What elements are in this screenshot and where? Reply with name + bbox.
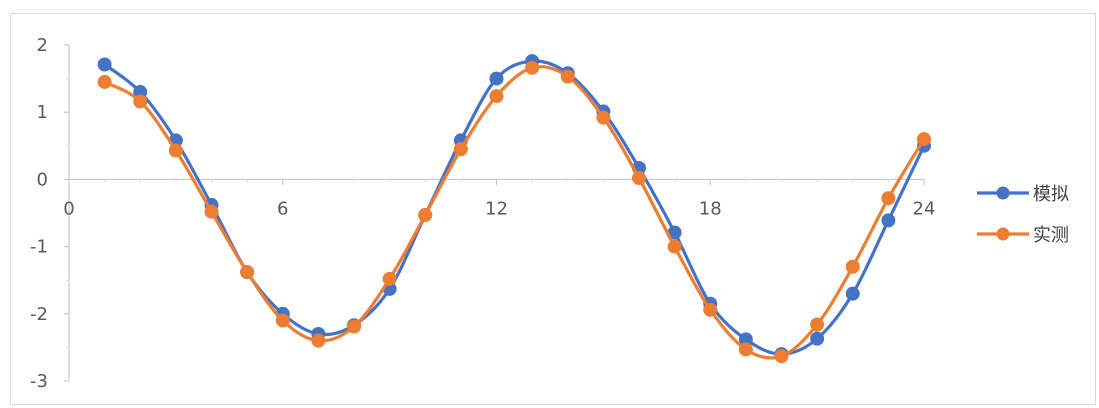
data-point bbox=[845, 286, 860, 301]
series-line bbox=[103, 59, 926, 356]
data-point bbox=[240, 265, 255, 280]
legend-label: 模拟 bbox=[1033, 184, 1069, 205]
data-point bbox=[168, 143, 183, 158]
x-tick-label: 18 bbox=[699, 198, 722, 219]
series-2 bbox=[97, 60, 931, 364]
chart-area bbox=[10, 13, 1096, 405]
data-point bbox=[881, 213, 896, 228]
series-1 bbox=[97, 54, 931, 362]
x-tick-label: 12 bbox=[485, 198, 508, 219]
data-point bbox=[810, 317, 825, 332]
data-point bbox=[275, 313, 290, 328]
data-point bbox=[347, 319, 361, 334]
data-point bbox=[703, 302, 718, 317]
series-layer bbox=[97, 54, 931, 364]
data-point bbox=[881, 191, 896, 206]
legend-marker bbox=[996, 227, 1010, 241]
data-point bbox=[525, 60, 540, 75]
data-point bbox=[418, 208, 433, 223]
y-tick-label: -3 bbox=[30, 371, 48, 392]
legend-label: 实测 bbox=[1033, 225, 1069, 246]
data-point bbox=[133, 94, 148, 109]
data-point bbox=[632, 171, 646, 186]
legend-item: 实测 bbox=[977, 225, 1069, 246]
data-point bbox=[596, 110, 611, 125]
data-point bbox=[738, 342, 753, 357]
data-point bbox=[560, 69, 575, 84]
y-tick-label: 2 bbox=[37, 35, 48, 56]
y-tick-label: 1 bbox=[37, 102, 48, 123]
legend-marker bbox=[996, 186, 1010, 200]
x-tick-label: 24 bbox=[913, 198, 936, 219]
data-point bbox=[774, 349, 789, 364]
data-point bbox=[489, 71, 504, 86]
data-point bbox=[97, 57, 112, 72]
data-point bbox=[667, 239, 682, 254]
data-point bbox=[382, 271, 397, 286]
x-tick-label: 6 bbox=[277, 198, 288, 219]
data-point bbox=[845, 259, 860, 274]
data-point bbox=[489, 89, 504, 104]
legend-item: 模拟 bbox=[977, 184, 1069, 205]
series-line bbox=[103, 65, 926, 360]
data-point bbox=[204, 204, 219, 219]
data-point bbox=[453, 142, 468, 157]
y-tick-label: 0 bbox=[37, 169, 48, 190]
data-point bbox=[97, 74, 112, 89]
x-tick-label: 0 bbox=[63, 198, 74, 219]
data-point bbox=[810, 331, 825, 346]
data-point bbox=[311, 333, 326, 348]
axes: 2 1 0 -1 -2 -3 0 6 12 18 24 bbox=[30, 35, 935, 392]
y-tick-label: -2 bbox=[30, 304, 48, 325]
y-tick-label: -1 bbox=[30, 237, 48, 258]
data-point bbox=[917, 132, 931, 147]
